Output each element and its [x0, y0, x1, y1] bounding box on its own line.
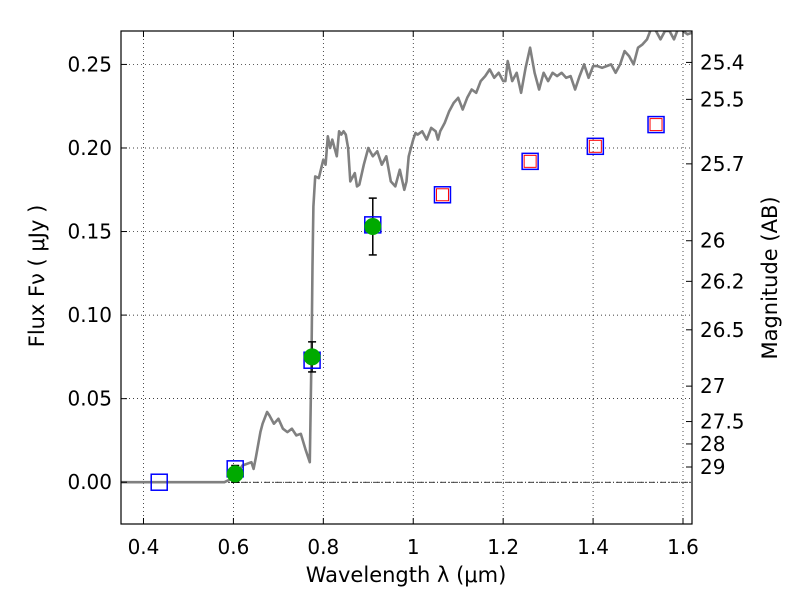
y-tick-label: 0.25: [67, 52, 112, 76]
right-tick-label: 25.5: [700, 87, 745, 111]
y-tick-label: 0.20: [67, 136, 112, 160]
right-tick-label: 27.5: [700, 410, 745, 434]
spectrum-line: [121, 31, 692, 484]
right-tick-label: 27: [700, 374, 725, 398]
y-tick-label: 0.10: [67, 303, 112, 327]
x-tick-label: 1.6: [667, 535, 699, 559]
x-axis-title: Wavelength λ (μm): [306, 563, 507, 587]
observed-photometry-markers: [226, 218, 382, 483]
spectrum-series: [121, 31, 692, 484]
x-tick-label: 1.2: [487, 535, 519, 559]
plot-frame: [120, 30, 693, 525]
x-tick-label: 1.4: [577, 535, 609, 559]
right-tick-label: 26.2: [700, 269, 745, 293]
right-tick-label: 28: [700, 432, 725, 456]
x-tick-labels: 0.4 0.6 0.8 1 1.2 1.4 1.6: [128, 535, 699, 559]
right-tick-label: 26.5: [700, 318, 745, 342]
model-marker-inner: [435, 188, 449, 202]
x-tick-label: 0.6: [217, 535, 249, 559]
right-tick-label: 25.4: [700, 50, 745, 74]
right-tick-label: 29: [700, 455, 725, 479]
model-marker: [521, 152, 539, 171]
y-tick-label: 0.05: [67, 387, 112, 411]
model-marker-inner: [649, 118, 663, 132]
y-tick-label: 0.00: [67, 470, 112, 494]
x-tick-label: 0.8: [307, 535, 339, 559]
model-marker: [586, 137, 605, 156]
axis-ticks: [121, 31, 692, 524]
model-marker-inner: [523, 154, 537, 168]
y-tick-label: 0.15: [67, 220, 112, 244]
model-marker: [150, 473, 168, 491]
right-tick-label: 26: [700, 229, 725, 253]
x-tick-label: 0.4: [128, 535, 160, 559]
observed-point: [303, 348, 321, 366]
observed-point: [226, 465, 244, 483]
right-axis-title: Magnitude (AB): [758, 196, 782, 359]
y-tick-labels: 0.00 0.05 0.10 0.15 0.20 0.25: [67, 52, 112, 494]
right-tick-label: 25.7: [700, 152, 745, 176]
model-marker-inner: [588, 139, 602, 153]
x-tick-label: 1: [407, 535, 420, 559]
observed-point: [364, 218, 382, 236]
model-marker: [647, 115, 665, 134]
y-axis-title: Flux Fν ( μJy ): [25, 205, 49, 348]
model-marker: [433, 186, 452, 204]
